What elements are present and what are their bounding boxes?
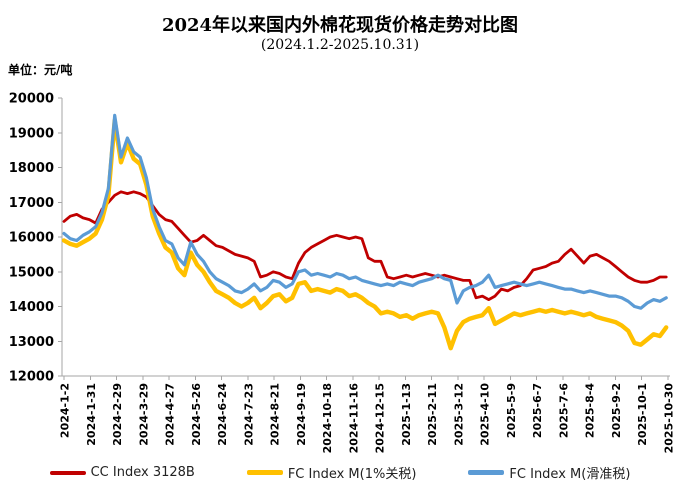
price-chart-plot: 12000 13000 14000 15000 16000 17000 18000 19000… (9, 92, 676, 454)
y-tick-label: 16000 (9, 231, 54, 246)
x-axis-label: 2024-8-21 (269, 383, 282, 446)
y-tick-label: 18000 (9, 161, 54, 176)
x-axis-label: 2024-1-31 (85, 383, 98, 446)
y-tick-label: 15000 (9, 265, 54, 280)
series-line-0 (62, 190, 668, 302)
legend-swatch-cc-index (49, 470, 86, 475)
legend-label-cc-index: CC Index 3128B (90, 465, 195, 480)
x-axis-label: 2024-3-29 (137, 383, 150, 446)
x-axis-label: 2024-11-16 (347, 383, 360, 454)
x-axis-label: 2025-1-13 (400, 383, 413, 446)
legend-label-fc-index-sliding: FC Index M(滑准税) (509, 467, 631, 482)
legend-item-fc-index-sliding: FC Index M(滑准税) (468, 463, 630, 482)
x-axis-label: 2025-3-12 (452, 383, 465, 446)
legend-item-cc-index: CC Index 3128B (49, 465, 195, 480)
unit-label: 单位：元/吨 (8, 63, 73, 77)
x-axis-label: 2024-9-19 (295, 383, 308, 446)
x-axis-label: 2024-7-23 (242, 383, 255, 446)
chart-legend: CC Index 3128B FC Index M(1%关税) FC Index… (0, 463, 680, 482)
legend-label-fc-index-1pct: FC Index M(1%关税) (287, 467, 417, 482)
chart-subtitle: (2024.1.2-2025.10.31) (260, 37, 420, 53)
x-axis-label: 2025-5-9 (505, 383, 518, 438)
legend-item-fc-index-1pct: FC Index M(1%关税) (246, 463, 417, 482)
chart-title: 2024年以来国内外棉花现货价格走势对比图 (161, 15, 519, 36)
y-tick-label: 17000 (9, 196, 54, 211)
x-axis-label: 2024-5-26 (190, 383, 203, 446)
y-tick-label: 20000 (9, 92, 54, 107)
x-axis-label: 2025-8-4 (584, 383, 597, 438)
x-axis-label: 2024-1-2 (59, 383, 72, 438)
x-axis-label: 2025-4-10 (479, 383, 492, 446)
x-axis-label: 2024-12-15 (374, 383, 387, 453)
x-axis-label: 2024-4-27 (164, 383, 177, 446)
x-axis-label: 2024-2-29 (111, 383, 124, 446)
y-tick-label: 12000 (9, 370, 54, 385)
x-axis-label: 2025-6-7 (531, 383, 544, 438)
x-axis-label: 2024-6-24 (216, 383, 229, 446)
legend-swatch-fc-index-1pct (246, 469, 283, 476)
y-tick-label: 14000 (9, 300, 54, 315)
y-tick-label: 13000 (9, 335, 54, 350)
x-axis-label: 2024-10-18 (321, 383, 334, 453)
series-line-2 (62, 113, 668, 310)
x-axis-label: 2025-2-11 (426, 383, 439, 446)
legend-swatch-fc-index-sliding (468, 470, 505, 475)
x-axis-label: 2025-10-30 (663, 383, 676, 454)
series-line-1 (61, 118, 669, 351)
x-axis-label: 2025-9-2 (610, 383, 623, 438)
x-axis-label: 2025-10-1 (636, 383, 649, 446)
y-tick-label: 19000 (9, 126, 54, 141)
x-axis-label: 2025-7-6 (557, 383, 570, 438)
